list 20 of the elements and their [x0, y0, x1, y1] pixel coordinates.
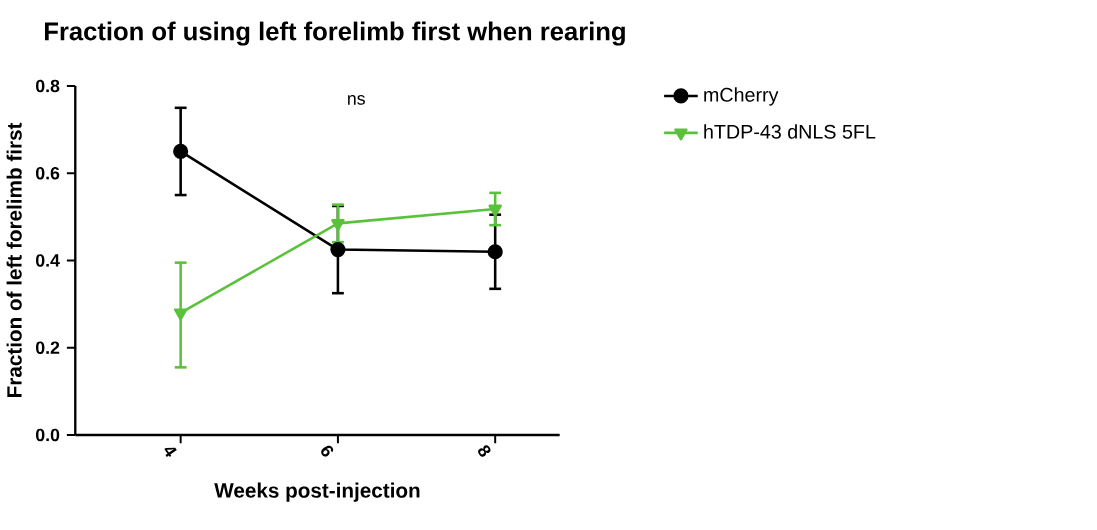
y-tick-label: 0.8	[35, 79, 60, 93]
legend-label: hTDP-43 dNLS 5FL	[704, 124, 876, 139]
x-tick-label: 8	[478, 445, 491, 457]
y-tick-label: 0.2	[35, 341, 60, 355]
y-tick-label: 0.0	[35, 428, 60, 442]
y-axis-title: Fraction of left forelimb first	[6, 122, 22, 398]
annotation: ns	[348, 95, 365, 105]
point	[173, 143, 189, 160]
x-tick-label: 6	[321, 445, 334, 457]
point	[173, 308, 188, 321]
legend-label: mCherry	[704, 87, 779, 106]
chart-title: Fraction of using left forelimb first when rearing	[44, 21, 625, 46]
y-tick-label: 0.4	[35, 254, 60, 267]
point	[487, 244, 503, 260]
point	[331, 219, 345, 232]
x-axis-title: Weeks post-injection	[214, 482, 420, 502]
point	[330, 242, 346, 258]
point	[488, 204, 502, 217]
x-tick-label: 4	[164, 447, 177, 458]
y-tick-label: 0.6	[35, 167, 60, 180]
